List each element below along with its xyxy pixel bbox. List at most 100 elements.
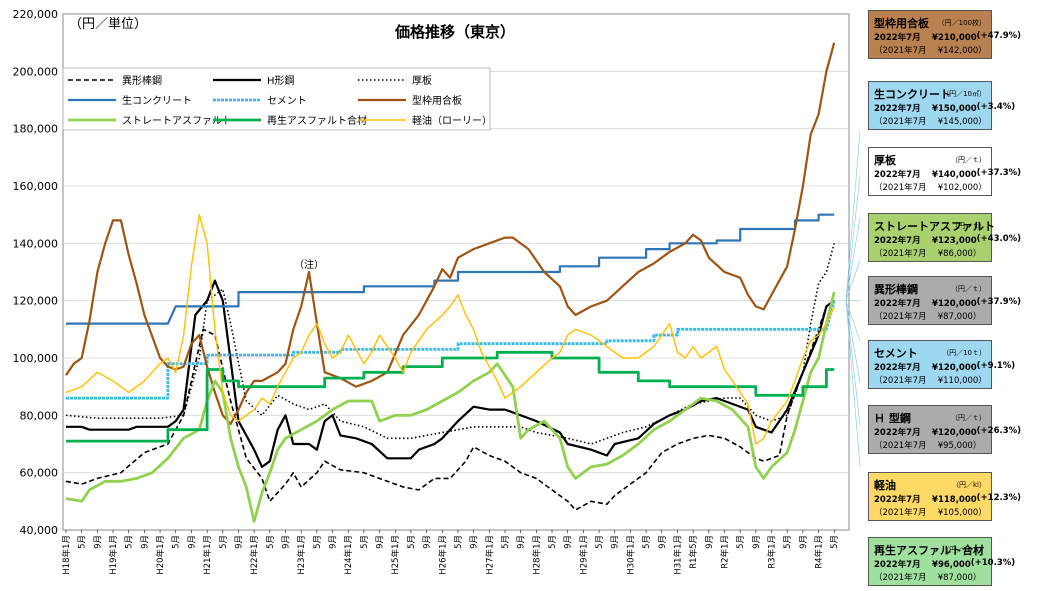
- x-tick-label: 5月: [407, 535, 417, 549]
- panel-current-value: 2022年7月 ¥118,000: [874, 495, 977, 505]
- x-tick-label: 9月: [329, 535, 339, 549]
- price-chart: 40,000 60,000 80,000 100,000 120,000 140,000 1…: [13, 8, 860, 575]
- panel-title: ストレートアスファルト: [874, 220, 995, 233]
- x-tick-label: 5月: [360, 535, 370, 549]
- x-tick-label: 5月: [548, 535, 558, 549]
- x-tick-label: R2年1月: [719, 535, 730, 569]
- panel-change: (+10.3%): [970, 558, 1016, 568]
- panel-change: (+26.3%): [976, 426, 1022, 436]
- panel-previous: （2021年7月 ¥87,000）: [874, 573, 982, 583]
- panel-current: 2022年7月 ¥123,000 (+43.0%): [874, 234, 1021, 246]
- panel-current: 2022年7月 ¥210,000 (+47.9%): [874, 31, 1021, 43]
- x-tick-label: 5月: [313, 535, 323, 549]
- panel-unit: （円／10㎡）: [942, 90, 986, 98]
- panel-current: 2022年7月 ¥120,000 (+26.3%): [874, 426, 1021, 438]
- connector-line: [845, 259, 860, 301]
- x-tick-label: 5月: [172, 535, 182, 549]
- price-panel: 厚板 （円／ｔ） 2022年7月 ¥140,000 (+37.3%) （2021年7月 …: [868, 147, 1021, 196]
- x-tick-label: 9月: [705, 535, 715, 549]
- x-tick-label: 9月: [752, 535, 762, 549]
- x-tick-label: 5月: [501, 535, 511, 549]
- price-panel: セメント （円／10ｔ） 2022年7月 ¥120,000 (+9.1%) （2021年…: [868, 340, 1015, 389]
- y-axis: 40,000 60,000 80,000 100,000 120,000 140,000 1…: [13, 8, 59, 537]
- panel-current: 2022年7月 ¥120,000 (+9.1%): [874, 361, 1015, 373]
- panel-current-value: 2022年7月 ¥150,000: [874, 104, 977, 114]
- panel-current: 2022年7月 ¥120,000 (+37.9%): [874, 297, 1021, 309]
- x-tick-label: H29年1月: [578, 535, 589, 575]
- x-tick-label: 5月: [266, 535, 276, 549]
- x-tick-label: H19年1月: [108, 535, 119, 575]
- x-tick-label: 5月: [125, 535, 135, 549]
- legend-label: 軽油（ローリー）: [412, 114, 492, 127]
- panel-current: 2022年7月 ¥150,000 (+3.4%): [874, 102, 1015, 114]
- x-tick-label: H30年1月: [625, 535, 636, 575]
- panel-unit: （円／10ｔ）: [942, 349, 986, 357]
- connector-line: [845, 299, 860, 301]
- connector-line: [845, 300, 860, 342]
- x-tick-label: R3年1月: [767, 535, 778, 569]
- x-tick-label: 5月: [736, 535, 746, 549]
- x-tick-label: H21年1月: [202, 535, 213, 575]
- price-panel: Ｈ 型鋼 （円／ｔ） 2022年7月 ¥120,000 (+26.3%) （2021年7…: [868, 405, 1021, 454]
- legend-label: 生コンクリート: [122, 94, 192, 107]
- legend-label: 型枠用合板: [412, 94, 462, 107]
- x-tick-label: H18年1月: [61, 535, 72, 575]
- x-tick-label: H25年1月: [390, 535, 401, 575]
- legend-label: H形鋼: [267, 74, 295, 87]
- panel-previous: （2021年7月 ¥95,000）: [874, 441, 982, 451]
- price-panel: 再生アスファルト合材 （円／10ｔ） 2022年7月 ¥96,000 (+10.3%)…: [868, 537, 1015, 586]
- series-line: [66, 300, 836, 400]
- x-tick-label: 9月: [564, 535, 574, 549]
- x-tick-label: H24年1月: [343, 535, 354, 575]
- panel-current-value: 2022年7月 ¥120,000: [874, 428, 977, 438]
- series-line: [65, 243, 835, 445]
- y-tick-label: 80,000: [20, 409, 59, 422]
- price-panel: 型枠用合板 （円／100枚） 2022年7月 ¥210,000 (+47.9%) （20…: [868, 10, 1021, 59]
- legend-label: 再生アスファルト合材: [267, 114, 367, 127]
- y-tick-label: 220,000: [13, 8, 59, 21]
- series-lines: [65, 42, 836, 523]
- panel-previous: （2021年7月 ¥142,000）: [874, 46, 987, 56]
- legend-label: 異形棒鋼: [122, 74, 162, 87]
- y-tick-label: 140,000: [13, 237, 59, 250]
- x-tick-label: 5月: [783, 535, 793, 549]
- connector-line: [845, 300, 860, 428]
- x-tick-label: 5月: [642, 535, 652, 549]
- y-tick-label: 120,000: [13, 295, 59, 308]
- x-tick-label: 9月: [234, 535, 244, 549]
- series-line: [66, 213, 835, 325]
- panel-unit: （円／kl）: [952, 481, 986, 489]
- panel-current: 2022年7月 ¥96,000 (+10.3%): [874, 558, 1015, 570]
- panel-current-value: 2022年7月 ¥120,000: [874, 299, 977, 309]
- series-line: [65, 214, 835, 445]
- y-tick-label: 40,000: [20, 524, 59, 537]
- grid: [63, 70, 849, 474]
- panel-title: 生コンクリート: [874, 88, 951, 101]
- y-tick-label: 100,000: [13, 352, 59, 365]
- x-tick-label: 5月: [78, 535, 88, 549]
- panel-unit: （円／10ｔ）: [942, 546, 986, 554]
- panel-unit: （円／100枚）: [937, 19, 986, 27]
- x-tick-label: 9月: [187, 535, 197, 549]
- connector-line: [845, 300, 860, 470]
- y-tick-label: 180,000: [13, 123, 59, 136]
- panel-unit: （円／ｔ）: [951, 222, 986, 230]
- series-line: [66, 350, 835, 443]
- x-tick-label: R4年1月: [814, 535, 825, 569]
- x-tick-label: H26年1月: [437, 535, 448, 575]
- legend-label: 厚板: [412, 74, 432, 87]
- series-line: [65, 291, 836, 523]
- panel-title: 再生アスファルト合材: [874, 544, 984, 557]
- panel-change: (+43.0%): [976, 234, 1022, 244]
- x-axis: H18年1月 5月 9月 H19年1月 5月 9月 H20年1月 5月 9月 H21年1月 5月 9月…: [61, 530, 840, 575]
- panel-current: 2022年7月 ¥140,000 (+37.3%): [874, 168, 1021, 180]
- legend-label: セメント: [267, 95, 307, 107]
- series-line: [65, 300, 835, 511]
- y-tick-label: 200,000: [13, 65, 59, 78]
- panel-unit: （円／ｔ）: [951, 414, 986, 422]
- x-tick-label: 9月: [376, 535, 386, 549]
- connector-line: [845, 300, 860, 385]
- panel-previous: （2021年7月 ¥86,000）: [874, 249, 982, 259]
- panel-unit: （円／ｔ）: [951, 156, 986, 164]
